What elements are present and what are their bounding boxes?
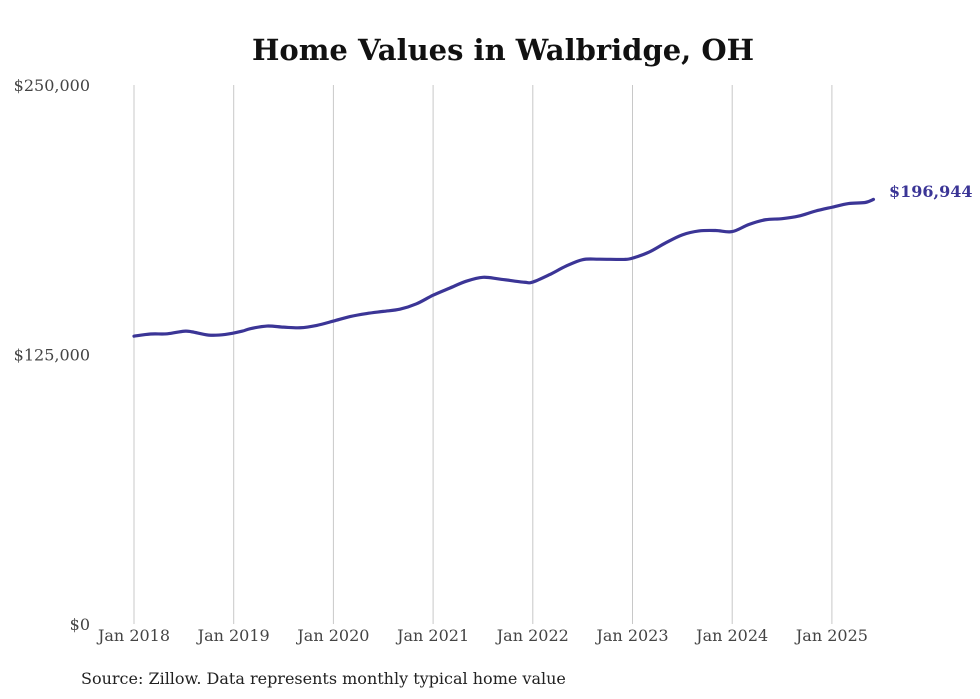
series-layer: [132, 197, 876, 338]
y-tick-label: $125,000: [14, 346, 90, 365]
source-note: Source: Zillow. Data represents monthly …: [81, 669, 566, 688]
x-tick-label: Jan 2024: [694, 626, 768, 645]
x-tick-label: Jan 2020: [295, 626, 369, 645]
chart-title: Home Values in Walbridge, OH: [252, 33, 754, 67]
x-tick-label: Jan 2021: [395, 626, 469, 645]
series-line-home-value: [132, 197, 876, 338]
x-axis-ticks: Jan 2018 Jan 2019 Jan 2020 Jan 2021 Jan 2022…: [96, 626, 868, 645]
x-tick-label: Jan 2022: [495, 626, 569, 645]
y-tick-label: $250,000: [14, 76, 90, 95]
y-tick-label: $0: [70, 615, 90, 634]
gridlines: [133, 85, 833, 624]
x-tick-label: Jan 2019: [196, 626, 270, 645]
end-value-label: $196,944: [889, 182, 973, 201]
x-tick-label: Jan 2018: [96, 626, 170, 645]
y-axis-ticks: $0 $125,000 $250,000: [14, 76, 90, 634]
x-tick-label: Jan 2025: [794, 626, 868, 645]
x-tick-label: Jan 2023: [594, 626, 668, 645]
